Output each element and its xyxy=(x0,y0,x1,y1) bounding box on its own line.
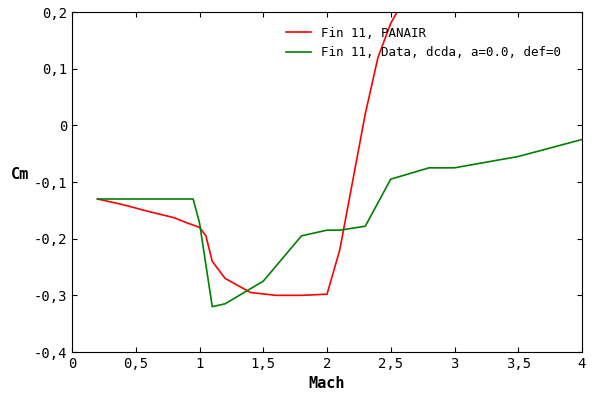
Fin 11, Data, dcda, a=0.0, def=0 xyxy=(298,234,305,238)
Fin 11, PANAIR xyxy=(209,259,216,264)
Fin 11, PANAIR xyxy=(145,209,152,214)
Fin 11, PANAIR xyxy=(170,215,178,220)
Fin 11, PANAIR xyxy=(362,112,369,116)
Fin 11, Data, dcda, a=0.0, def=0 xyxy=(190,197,197,202)
Fin 11, Data, dcda, a=0.0, def=0 xyxy=(221,302,229,306)
Fin 11, PANAIR xyxy=(336,248,343,252)
Fin 11, Data, dcda, a=0.0, def=0 xyxy=(425,166,433,170)
X-axis label: Mach: Mach xyxy=(309,376,345,392)
Fin 11, Data, dcda, a=0.0, def=0 xyxy=(330,228,337,232)
Fin 11, PANAIR xyxy=(387,21,394,26)
Fin 11, Data, dcda, a=0.0, def=0 xyxy=(362,224,369,229)
Fin 11, Data, dcda, a=0.0, def=0 xyxy=(387,177,394,182)
Fin 11, PANAIR xyxy=(202,234,209,238)
Fin 11, PANAIR xyxy=(221,276,229,281)
Fin 11, Data, dcda, a=0.0, def=0 xyxy=(196,220,203,225)
Fin 11, PANAIR xyxy=(119,202,127,207)
Fin 11, PANAIR xyxy=(323,292,331,297)
Fin 11, PANAIR xyxy=(374,55,382,60)
Fin 11, Data, dcda, a=0.0, def=0 xyxy=(177,197,184,202)
Fin 11, Data, dcda, a=0.0, def=0 xyxy=(578,137,586,142)
Fin 11, Data, dcda, a=0.0, def=0 xyxy=(94,197,101,202)
Fin 11, PANAIR xyxy=(394,10,401,14)
Fin 11, Data, dcda, a=0.0, def=0 xyxy=(132,197,139,202)
Line: Fin 11, Data, dcda, a=0.0, def=0: Fin 11, Data, dcda, a=0.0, def=0 xyxy=(97,140,582,307)
Line: Fin 11, PANAIR: Fin 11, PANAIR xyxy=(97,12,397,295)
Fin 11, PANAIR xyxy=(272,293,280,298)
Fin 11, PANAIR xyxy=(196,225,203,230)
Fin 11, Data, dcda, a=0.0, def=0 xyxy=(515,154,522,159)
Fin 11, Data, dcda, a=0.0, def=0 xyxy=(336,228,343,232)
Fin 11, PANAIR xyxy=(349,180,356,184)
Fin 11, Data, dcda, a=0.0, def=0 xyxy=(323,228,331,232)
Y-axis label: Cm: Cm xyxy=(11,167,29,182)
Legend: Fin 11, PANAIR, Fin 11, Data, dcda, a=0.0, def=0: Fin 11, PANAIR, Fin 11, Data, dcda, a=0.… xyxy=(281,22,566,64)
Fin 11, PANAIR xyxy=(183,220,190,225)
Fin 11, Data, dcda, a=0.0, def=0 xyxy=(260,279,267,284)
Fin 11, PANAIR xyxy=(298,293,305,298)
Fin 11, PANAIR xyxy=(94,197,101,202)
Fin 11, Data, dcda, a=0.0, def=0 xyxy=(209,304,216,309)
Fin 11, PANAIR xyxy=(247,290,254,295)
Fin 11, Data, dcda, a=0.0, def=0 xyxy=(451,166,458,170)
